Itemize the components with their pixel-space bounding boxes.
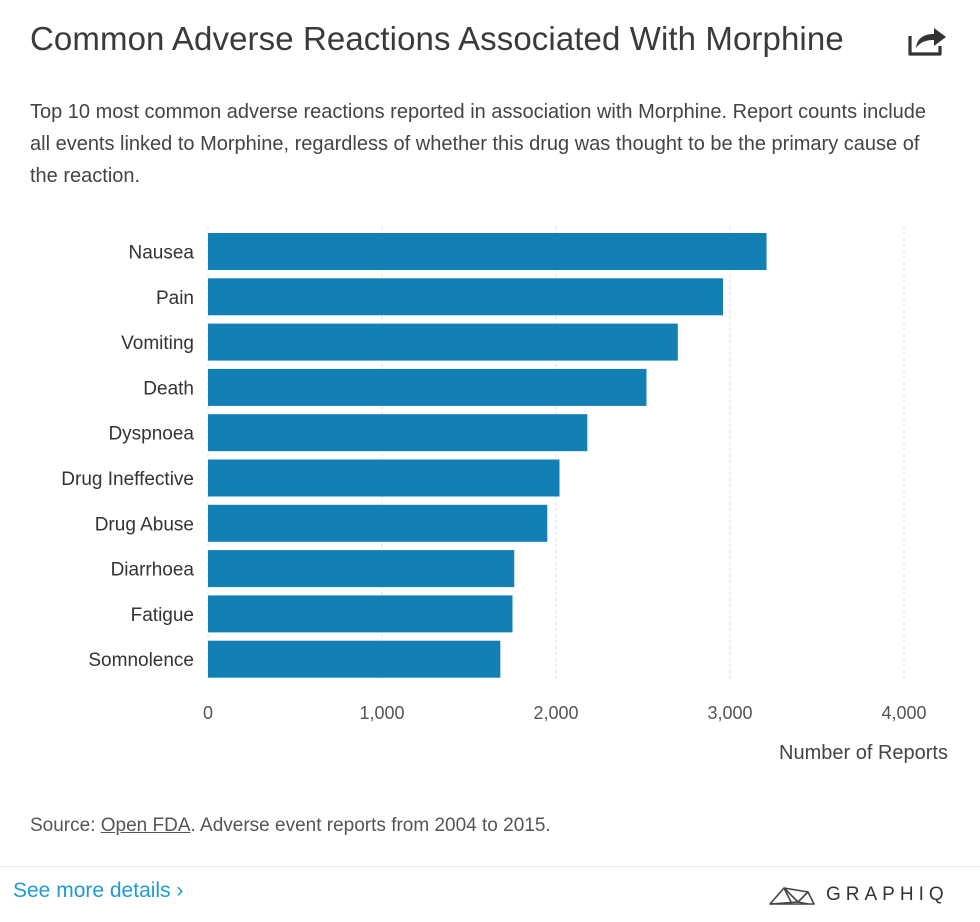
bars [208, 233, 767, 678]
x-tick-label: 2,000 [533, 703, 578, 723]
source-note: Source: Open FDA. Adverse event reports … [30, 815, 551, 837]
category-label: Dyspnoea [108, 424, 194, 445]
category-label: Somnolence [88, 650, 194, 671]
bar[interactable] [208, 459, 560, 497]
see-more-details-link[interactable]: See more details › [13, 879, 184, 902]
footer-divider [0, 866, 980, 867]
brand-name: GRAPHIQ [826, 884, 949, 905]
bar[interactable] [208, 414, 588, 452]
bar[interactable] [208, 640, 501, 678]
bar[interactable] [208, 233, 767, 270]
category-label: Diarrhoea [111, 560, 195, 581]
bar[interactable] [208, 368, 647, 406]
category-label: Fatigue [131, 605, 194, 626]
chart-subtitle: Top 10 most common adverse reactions rep… [30, 101, 927, 187]
source-prefix: Source: [30, 815, 101, 836]
source-suffix: . Adverse event reports from 2004 to 201… [190, 815, 551, 836]
category-labels: Nausea Pain Vomiting Death Dyspnoea Drug Inef… [61, 243, 194, 672]
graphiq-logo-icon [769, 887, 815, 905]
category-label: Drug Ineffective [61, 469, 194, 490]
category-label: Pain [156, 288, 194, 309]
x-axis-label: Number of Reports [779, 742, 948, 764]
chart-title: Common Adverse Reactions Associated With… [30, 20, 844, 57]
share-button[interactable] [906, 22, 950, 58]
x-tick-label: 1,000 [359, 703, 404, 723]
bar[interactable] [208, 278, 724, 316]
category-label: Drug Abuse [95, 514, 194, 535]
category-label: Vomiting [121, 333, 194, 354]
category-label: Nausea [129, 243, 195, 264]
open-fda-link[interactable]: Open FDA [100, 815, 191, 836]
bar[interactable] [208, 595, 513, 633]
bar-chart: Nausea Pain Vomiting Death Dyspnoea Drug Inef… [61, 226, 948, 764]
x-tick-labels: 0 1,000 2,000 3,000 4,000 [203, 703, 927, 723]
bar[interactable] [208, 323, 678, 361]
share-icon [908, 28, 946, 56]
x-tick-label: 4,000 [881, 703, 926, 723]
bar[interactable] [208, 550, 515, 588]
graphiq-brand[interactable]: GRAPHIQ [768, 880, 949, 910]
x-tick-label: 3,000 [707, 703, 752, 723]
bar[interactable] [208, 504, 548, 542]
x-tick-label: 0 [203, 703, 213, 723]
category-label: Death [143, 378, 194, 399]
